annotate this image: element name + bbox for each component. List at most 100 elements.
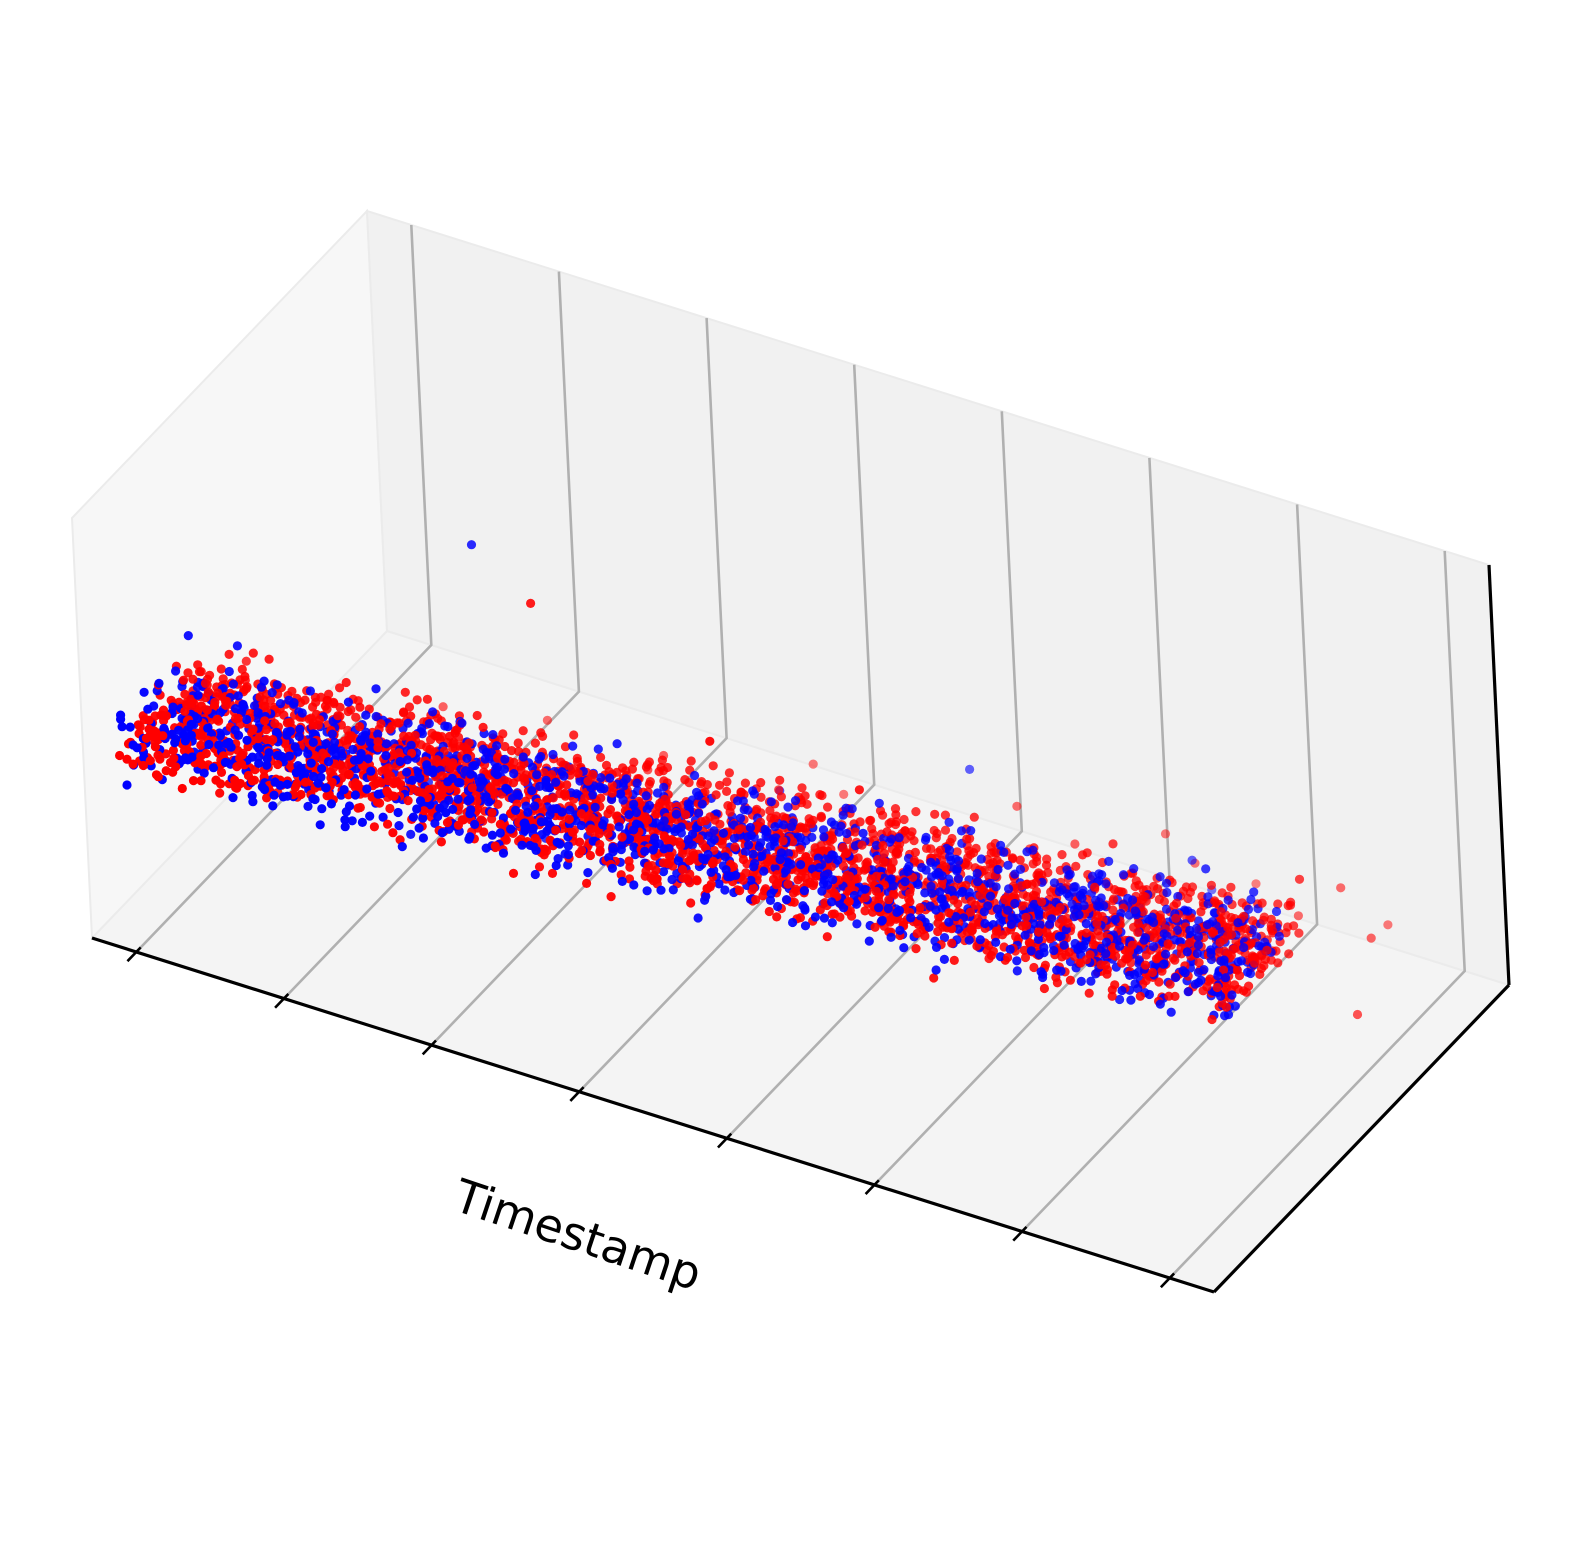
point-s2-2378	[183, 668, 193, 678]
axis-lines	[91, 564, 1511, 1294]
point-s2-626	[657, 755, 668, 765]
point-s2-469	[816, 811, 826, 821]
point-s1-1631	[694, 791, 704, 801]
point-s1-12	[1187, 855, 1197, 865]
point-s1-2893	[796, 860, 806, 870]
point-s2-1160	[518, 726, 528, 736]
point-s1-1841	[1171, 972, 1181, 983]
point-s1-1993	[424, 719, 434, 729]
point-s1-1607	[1133, 984, 1143, 994]
point-s1-2958	[233, 691, 243, 701]
point-s1-3747	[378, 812, 388, 822]
point-s1-1830	[939, 933, 950, 943]
point-s1-796	[838, 810, 848, 820]
point-s2-485	[1171, 913, 1181, 924]
point-s1-1816	[548, 749, 558, 760]
point-s2-2202	[1107, 985, 1117, 995]
point-s2-701	[1250, 958, 1260, 968]
point-s2-1573	[472, 710, 482, 721]
point-s2-1722	[539, 768, 549, 778]
point-s1-2472	[267, 688, 277, 698]
point-s2-2907	[677, 849, 688, 859]
point-s2-2020	[965, 907, 976, 917]
point-s1-2601	[590, 802, 600, 812]
point-s2-2379	[499, 775, 509, 785]
point-s1-2476	[670, 827, 680, 837]
point-s2-2058	[1029, 962, 1039, 973]
point-s1-1843	[1091, 969, 1101, 979]
point-s1-2737	[629, 799, 639, 809]
point-s1-849	[790, 796, 801, 806]
point-s1-564	[966, 826, 976, 836]
point-s1-3449	[583, 868, 593, 878]
point-s1-3167	[668, 885, 678, 895]
point-s1-3372	[721, 865, 731, 875]
point-s2-3733	[395, 835, 405, 845]
x-tick-4	[717, 1132, 733, 1149]
point-s1-1833	[1028, 919, 1039, 929]
point-s1-3685	[284, 751, 294, 761]
point-s2-3813	[422, 792, 432, 803]
point-s2-1387	[1165, 979, 1175, 989]
point-s2-2228	[376, 719, 386, 729]
point-s2-2986	[789, 897, 799, 907]
point-s1-3723	[536, 817, 546, 827]
point-s1-624	[953, 856, 964, 866]
point-s2-1627	[838, 861, 849, 871]
point-s1-3787	[463, 796, 473, 806]
point-s1-959	[1004, 884, 1014, 894]
point-s2-3633	[233, 713, 243, 723]
point-s2-3475	[582, 878, 592, 889]
point-s1-3706	[484, 797, 494, 807]
gridline-x-4	[725, 411, 1024, 1140]
point-s1-3860	[441, 808, 451, 818]
point-s1-3909	[344, 801, 355, 811]
point-s1-2093	[694, 808, 704, 818]
point-s2-1663	[710, 815, 720, 825]
point-s1-3277	[614, 822, 624, 832]
point-s1-1216	[973, 877, 983, 887]
point-s1-3066	[765, 895, 776, 906]
point-s1-925	[807, 832, 817, 843]
point-s1-2649	[939, 954, 950, 965]
point-s2-173	[969, 812, 979, 822]
point-s2-4035	[115, 750, 125, 761]
point-s1-2535	[746, 830, 757, 841]
point-s1-754	[945, 845, 955, 855]
x-tick-5	[864, 1179, 880, 1195]
point-s1-3929	[268, 801, 278, 811]
point-s2-4014	[196, 776, 206, 786]
point-s2-2533	[783, 879, 793, 889]
point-s2-2751	[793, 875, 803, 885]
point-s2-2861	[432, 755, 442, 765]
point-s2-2018	[216, 664, 226, 674]
point-s1-2875	[883, 904, 893, 914]
point-s1-2898	[931, 965, 941, 975]
point-s1-3451	[608, 842, 618, 853]
point-s1-2033	[1059, 940, 1069, 950]
point-s1-2504	[1005, 944, 1015, 955]
point-s1-3270	[788, 917, 798, 928]
point-s2-2834	[493, 799, 503, 810]
point-s2-980	[909, 855, 920, 866]
point-s2-1794	[264, 654, 274, 664]
point-s1-2891	[297, 708, 307, 718]
point-s2-410	[823, 802, 833, 812]
point-s2-3816	[383, 819, 393, 829]
point-s2-3699	[487, 808, 497, 818]
point-s2-1203	[513, 738, 523, 748]
point-s2-2445	[1019, 945, 1029, 955]
point-s2-3652	[508, 868, 519, 879]
point-s2-566	[724, 768, 735, 778]
point-s1-1992	[1012, 966, 1022, 976]
point-s1-1831	[428, 707, 438, 717]
point-s1-234	[1162, 887, 1172, 898]
point-s2-3485	[248, 724, 258, 734]
point-s2-2675	[860, 893, 870, 903]
point-s1-3955	[308, 794, 318, 804]
point-s1-1408	[786, 822, 797, 832]
point-s1-3804	[498, 848, 509, 858]
point-s1-1096	[1220, 1011, 1230, 1021]
point-s2-3564	[472, 796, 482, 806]
point-s1-3775	[487, 830, 497, 840]
